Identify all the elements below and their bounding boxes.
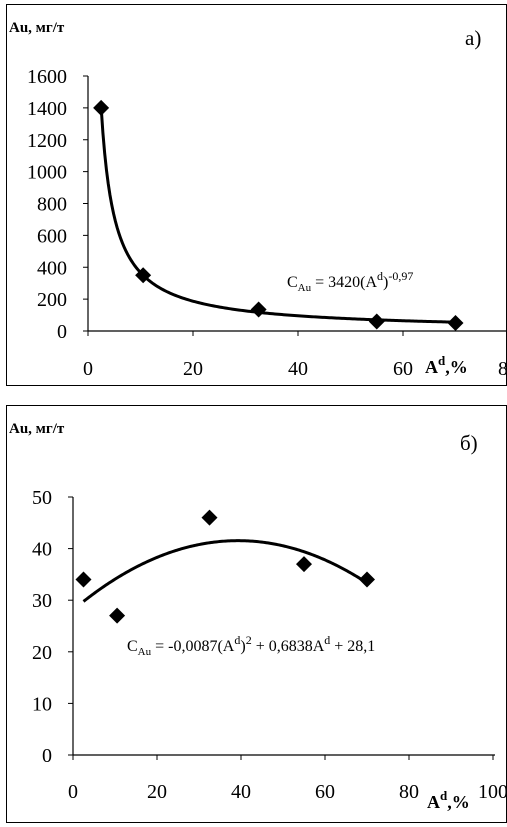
chart-a-svg: 0 200 400 600 800 1000 1200 1400 1600 0 20 40 60 80 Au… [9, 20, 507, 380]
y-tick-label: 50 [32, 487, 52, 509]
y-axis-title: Au, мг/т [9, 421, 65, 437]
y-tick-label: 20 [32, 642, 52, 664]
trendline-equation: CAu = 3420(Ad)-0,97 [287, 269, 413, 294]
y-tick-label: 0 [57, 321, 67, 343]
chart-b-svg: 0 10 20 30 40 50 0 20 40 60 80 100 Au, мг/т б) Ad,% CAu… [9, 421, 507, 812]
y-tick-label: 30 [32, 590, 52, 612]
y-tick-label: 400 [37, 257, 67, 279]
x-tick-label: 40 [231, 781, 251, 803]
x-axis-title: Ad,% [427, 788, 470, 812]
y-tick-label: 800 [37, 194, 67, 216]
data-point [296, 556, 312, 573]
panel-label: б) [460, 431, 478, 455]
x-tick-label: 100 [478, 781, 507, 803]
trendline-curve [82, 539, 368, 603]
data-point [359, 571, 375, 588]
panel-label: а) [465, 26, 481, 50]
trendline-equation: CAu = -0,0087(Ad)2 + 0,6838Ad + 28,1 [127, 633, 375, 658]
y-tick-label: 1600 [27, 66, 67, 88]
y-tick-label: 200 [37, 289, 67, 311]
x-tick-label: 0 [83, 358, 93, 380]
data-point [135, 267, 152, 284]
x-tick-label: 0 [68, 781, 78, 803]
data-point [250, 301, 267, 318]
data-point [109, 607, 126, 624]
x-tick-label: 20 [183, 358, 203, 380]
y-tick-label: 600 [37, 225, 67, 247]
chart-panel-a: 0 200 400 600 800 1000 1200 1400 1600 0 20 40 60 80 Au… [6, 4, 507, 386]
x-tick-label: 60 [393, 358, 413, 380]
data-point [93, 99, 110, 116]
x-tick-label: 20 [147, 781, 167, 803]
x-tick-label: 60 [315, 781, 335, 803]
trendline-curve [99, 106, 456, 324]
data-point [75, 571, 92, 588]
y-axis-title: Au, мг/т [9, 20, 65, 36]
chart-panel-b: 0 10 20 30 40 50 0 20 40 60 80 100 Au, мг/т б) Ad,% CAu… [6, 405, 507, 823]
x-tick-label: 80 [399, 781, 419, 803]
y-tick-label: 1000 [27, 162, 67, 184]
y-tick-label: 0 [42, 745, 52, 767]
data-point [447, 315, 464, 332]
data-point [201, 509, 218, 526]
y-tick-label: 1400 [27, 98, 67, 120]
x-axis-title: Ad,% [425, 353, 468, 377]
y-tick-label: 10 [32, 693, 52, 715]
y-tick-label: 1200 [27, 130, 67, 152]
x-tick-label: 40 [288, 358, 308, 380]
data-point [368, 313, 385, 330]
y-tick-label: 40 [32, 539, 52, 561]
x-tick-label: 80 [498, 358, 507, 380]
